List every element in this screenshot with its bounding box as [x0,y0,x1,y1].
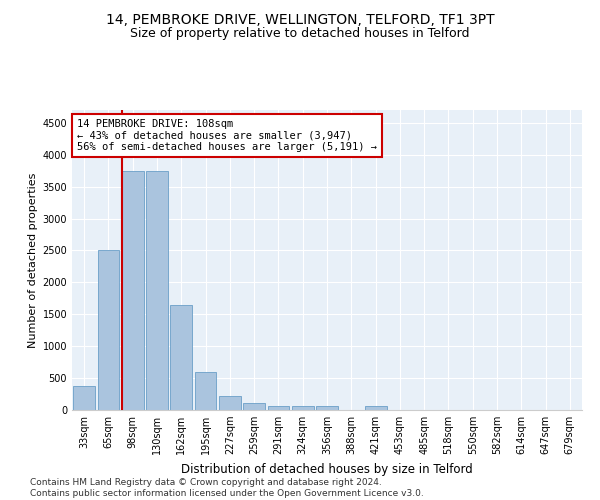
Bar [73,386,95,410]
X-axis label: Distribution of detached houses by size in Telford: Distribution of detached houses by size … [181,462,473,475]
Bar [292,406,314,410]
Bar [122,170,143,410]
Bar [219,396,241,410]
Text: 14 PEMBROKE DRIVE: 108sqm
← 43% of detached houses are smaller (3,947)
56% of se: 14 PEMBROKE DRIVE: 108sqm ← 43% of detac… [77,119,377,152]
Text: Size of property relative to detached houses in Telford: Size of property relative to detached ho… [130,28,470,40]
Bar [316,406,338,410]
Bar [146,170,168,410]
Y-axis label: Number of detached properties: Number of detached properties [28,172,38,348]
Text: Contains HM Land Registry data © Crown copyright and database right 2024.
Contai: Contains HM Land Registry data © Crown c… [30,478,424,498]
Bar [97,250,119,410]
Bar [243,404,265,410]
Bar [194,372,217,410]
Text: 14, PEMBROKE DRIVE, WELLINGTON, TELFORD, TF1 3PT: 14, PEMBROKE DRIVE, WELLINGTON, TELFORD,… [106,12,494,26]
Bar [365,406,386,410]
Bar [170,306,192,410]
Bar [268,406,289,410]
